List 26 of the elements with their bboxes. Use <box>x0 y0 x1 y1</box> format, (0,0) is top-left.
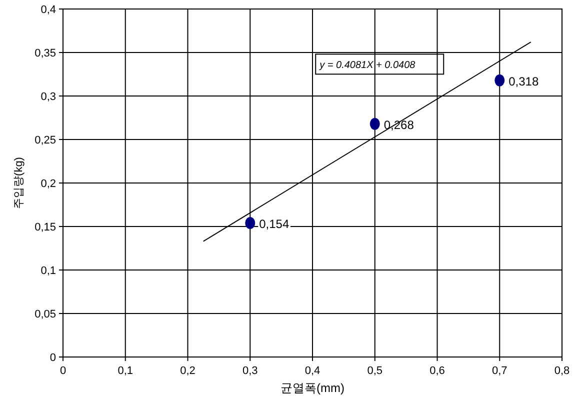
x-tick-label: 0,7 <box>492 365 508 377</box>
y-axis-title: 주입량(kg) <box>13 157 25 209</box>
point <box>245 217 256 230</box>
y-tick-label: 0,1 <box>40 265 56 277</box>
y-tick-label: 0,05 <box>34 308 56 320</box>
y-tick-label: 0,4 <box>40 4 56 16</box>
data-label: 0,318 <box>508 74 539 88</box>
x-tick-label: 0,8 <box>554 365 570 377</box>
annotation: y = 0.4081X + 0.0408 <box>318 60 416 72</box>
x-tick-label: 0,1 <box>118 365 134 377</box>
y-tick-label: 0,35 <box>34 48 56 60</box>
y-tick-label: 0,2 <box>40 178 56 190</box>
y-tick-label: 0,15 <box>34 222 56 234</box>
y-tick-label: 0,3 <box>40 91 56 103</box>
x-tick-label: 0 <box>60 365 66 377</box>
point <box>494 74 505 86</box>
x-tick-label: 0,5 <box>367 365 383 377</box>
y-tick-label: 0 <box>50 352 56 364</box>
x-tick-label: 0,4 <box>304 365 320 377</box>
x-tick-label: 0,6 <box>430 365 445 377</box>
data-label: 0,154 <box>259 217 290 232</box>
y-tick-label: 0,25 <box>34 134 56 146</box>
point <box>370 118 380 130</box>
x-axis-title: 균열폭(mm) <box>280 381 344 395</box>
x-tick-label: 0,2 <box>180 365 196 377</box>
x-tick-label: 0,3 <box>242 365 258 377</box>
